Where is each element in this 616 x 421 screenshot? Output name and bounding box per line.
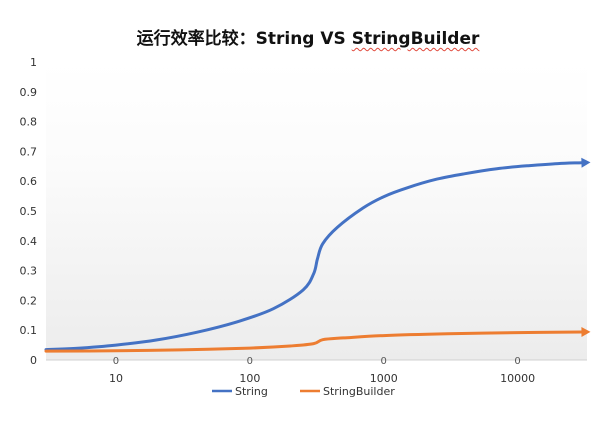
chart-title: 运行效率比较：String VS StringBuilder xyxy=(0,24,616,49)
zero-data-label: 0 xyxy=(381,356,387,367)
x-tick-label: 100 xyxy=(239,372,260,385)
y-tick-label: 0 xyxy=(30,354,37,367)
series-line-0 xyxy=(44,161,583,352)
plot-area xyxy=(46,62,587,360)
y-tick-label: 0.2 xyxy=(20,294,38,307)
x-tick-label: 10 xyxy=(109,372,123,385)
series-layer xyxy=(44,157,591,353)
y-tick-label: 0.7 xyxy=(20,145,38,158)
series-arrow-1 xyxy=(581,327,591,337)
y-tick-label: 1 xyxy=(30,56,37,69)
legend: String StringBuilder xyxy=(212,385,395,398)
chart-title-spellchecked: StringBuilder xyxy=(351,29,480,49)
y-tick-label: 0.3 xyxy=(20,265,38,278)
legend-label-1: StringBuilder xyxy=(323,385,395,398)
x-tick-label: 1000 xyxy=(370,372,398,385)
zero-data-label: 0 xyxy=(514,356,520,367)
zero-data-label: 0 xyxy=(247,356,253,367)
y-tick-label: 0.6 xyxy=(20,175,38,188)
y-tick-label: 0.1 xyxy=(20,324,38,337)
chart-title-main: 运行效率比较：String VS xyxy=(136,29,352,49)
legend-label-0: String xyxy=(235,385,268,398)
x-tick-label: 10000 xyxy=(500,372,535,385)
series-line-1 xyxy=(44,330,583,353)
series-arrow-0 xyxy=(581,157,591,168)
y-tick-label: 0.8 xyxy=(20,116,38,129)
zero-data-label: 0 xyxy=(113,356,119,367)
y-tick-label: 0.5 xyxy=(20,205,38,218)
y-axis: 0 0.1 0.2 0.3 0.4 0.5 0.6 0.7 0.8 0.9 1 xyxy=(20,56,38,367)
y-tick-label: 0.9 xyxy=(20,86,38,99)
y-tick-label: 0.4 xyxy=(20,235,38,248)
